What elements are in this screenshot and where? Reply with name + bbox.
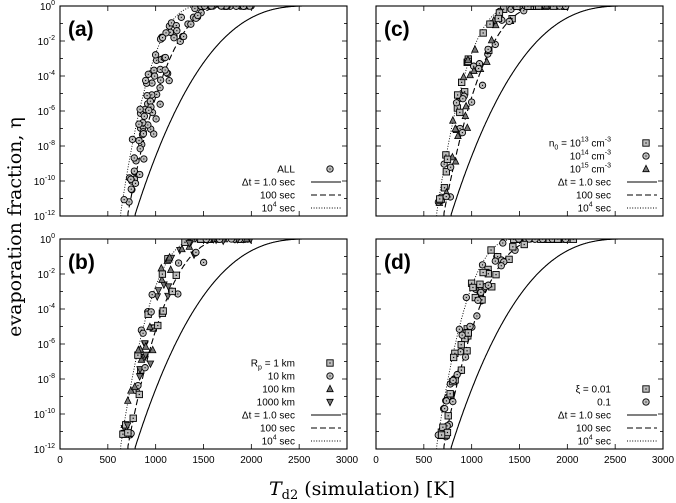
panel-d: 0 500 1000 1500 2000 2500 3000 (d) ξ = 0.01 0.1 Δt…	[373, 238, 675, 466]
plot-frame	[375, 238, 664, 450]
x-tick-label: 500	[415, 455, 432, 466]
panel-label: (d)	[384, 251, 411, 274]
y-axis-title: evaporation fraction, η	[4, 117, 26, 337]
y-tick-label: 10-12	[34, 443, 55, 456]
legend-entry-label: n0 = 1013 cm-3	[549, 137, 611, 152]
x-tick-label: 1000	[461, 455, 484, 466]
curve-dotted	[436, 6, 663, 216]
legend-entry-label: 1014 cm-3	[570, 150, 611, 163]
curve-dashed	[127, 6, 347, 216]
y-tick-label: 10-8	[38, 140, 55, 153]
x-tick-label: 0	[373, 455, 379, 466]
plot-frame	[59, 238, 348, 450]
legend-entry-label: 104 sec	[578, 435, 611, 448]
legend-entry-label: ALL	[277, 165, 295, 176]
plot-frame	[375, 5, 664, 217]
y-tick-label: 100	[40, 233, 55, 246]
x-tick-label: 0	[57, 455, 63, 466]
y-tick-label: 10-8	[38, 373, 55, 386]
legend-entry-label: Rp = 1 km	[251, 359, 295, 372]
scatter-points	[119, 239, 253, 439]
legend-entry-label: 104 sec	[578, 202, 611, 215]
y-tick-label: 10-2	[38, 268, 55, 281]
panel-label: (b)	[68, 251, 95, 274]
legend-entry-label: ξ = 0.01	[576, 385, 612, 396]
y-tick-label: 10-2	[38, 35, 55, 48]
curve-dashed	[443, 6, 663, 216]
curve-solid	[450, 6, 663, 216]
x-axis-title: Td2 (simulation) [K]	[269, 478, 455, 503]
legend-entry-label: 10 km	[268, 372, 295, 383]
legend-entry-label: Δt = 1.0 sec	[558, 178, 611, 189]
y-tick-label: 10-10	[34, 408, 55, 421]
x-tick-label: 3000	[336, 455, 359, 466]
x-tick-label: 2000	[556, 455, 579, 466]
y-tick-label: 100	[40, 0, 55, 13]
legend-entry-label: 104 sec	[262, 435, 295, 448]
y-tick-label: 10-12	[34, 210, 55, 223]
panel-b: 0 500 1000 1500 2000 2500 3000 100 10-2 10-4 10-6 1…	[34, 233, 359, 466]
x-tick-label: 2500	[288, 455, 311, 466]
scatter-points	[434, 239, 578, 441]
y-tick-label: 10-4	[38, 70, 55, 83]
legend-entry-label: 100 sec	[576, 424, 611, 435]
x-tick-label: 1500	[192, 455, 215, 466]
x-tick-label: 2500	[604, 455, 627, 466]
x-tick-label: 1000	[145, 455, 168, 466]
x-tick-label: 1500	[508, 455, 531, 466]
panel-label: (a)	[68, 18, 94, 41]
x-tick-label: 3000	[652, 455, 675, 466]
plot-frame	[59, 5, 348, 217]
curve-solid	[450, 239, 663, 449]
legend-entry-label: 1015 cm-3	[570, 163, 611, 176]
legend-entry-label: 100 sec	[260, 424, 295, 435]
legend-entry-label: 100 sec	[576, 191, 611, 202]
curve-dashed	[443, 239, 663, 449]
curve-solid	[134, 6, 347, 216]
panel-a: 100 10-2 10-4 10-6 10-8 10-10 10-12 (a) ALL Δt = …	[34, 0, 348, 223]
legend-entry-label: 0.1	[597, 398, 611, 409]
legend-entry-label: Δt = 1.0 sec	[242, 178, 295, 189]
panel-label: (c)	[384, 18, 410, 41]
curve-solid	[134, 239, 347, 449]
legend-entry-label: 1000 km	[257, 398, 295, 409]
x-tick-label: 2000	[240, 455, 263, 466]
legend-entry-label: Δt = 1.0 sec	[242, 411, 295, 422]
y-tick-label: 10-10	[34, 175, 55, 188]
legend-entry-label: 100 km	[262, 385, 295, 396]
legend-entry-label: Δt = 1.0 sec	[558, 411, 611, 422]
y-tick-label: 10-4	[38, 303, 55, 316]
y-tick-label: 10-6	[38, 338, 55, 351]
legend-entry-label: 100 sec	[260, 191, 295, 202]
scatter-points	[120, 6, 255, 206]
y-tick-label: 10-6	[38, 105, 55, 118]
scatter-points	[434, 6, 570, 206]
legend-entry-label: 104 sec	[262, 202, 295, 215]
x-tick-label: 500	[99, 455, 116, 466]
